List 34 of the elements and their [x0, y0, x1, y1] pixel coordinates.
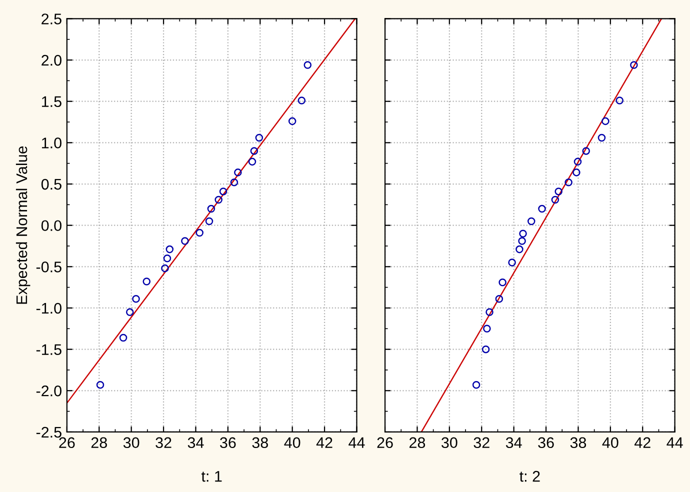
- x-tick-label: 34: [188, 437, 204, 448]
- x-tick-label: 36: [220, 437, 236, 448]
- x-tick-label: 40: [284, 437, 300, 448]
- y-tick-label: 1.5: [42, 96, 62, 108]
- x-tick-label: 26: [377, 437, 393, 448]
- y-tick-label: -2.0: [36, 386, 62, 396]
- x-tick-label: 38: [570, 437, 586, 448]
- y-tick-label: 1.0: [42, 138, 62, 148]
- y-tick-label: -1.5: [36, 344, 62, 356]
- x-tick-label: 32: [156, 437, 172, 448]
- x-tick-label: 44: [666, 437, 683, 448]
- x-tick-label: 28: [91, 437, 107, 448]
- x-tick-label: 40: [602, 437, 618, 448]
- x-tick-label: 30: [123, 437, 140, 448]
- x-tick-label: 32: [474, 437, 490, 448]
- x-tick-label: 34: [506, 437, 522, 448]
- x-axis-title: t: 2: [520, 470, 540, 482]
- y-tick-label: -2.5: [36, 426, 62, 438]
- x-tick-label: 38: [252, 437, 268, 448]
- x-axis-title: t: 1: [201, 471, 222, 482]
- x-tick-label: 28: [409, 437, 426, 448]
- x-tick-label: 36: [538, 437, 554, 448]
- y-tick-label: 0.5: [41, 178, 62, 190]
- x-tick-label: 44: [348, 437, 365, 448]
- x-tick-label: 30: [442, 437, 458, 448]
- y-tick-label: 0.0: [41, 220, 62, 232]
- y-tick-label: 2.5: [42, 14, 62, 24]
- y-tick-label: -1.0: [36, 302, 62, 314]
- y-axis-title: Expected Normal Value: [16, 146, 30, 304]
- y-tick-label: 2.0: [42, 54, 62, 66]
- x-tick-label: 26: [59, 437, 75, 448]
- y-tick-label: -0.5: [36, 262, 62, 272]
- x-tick-label: 42: [634, 437, 650, 448]
- x-tick-label: 42: [316, 437, 332, 448]
